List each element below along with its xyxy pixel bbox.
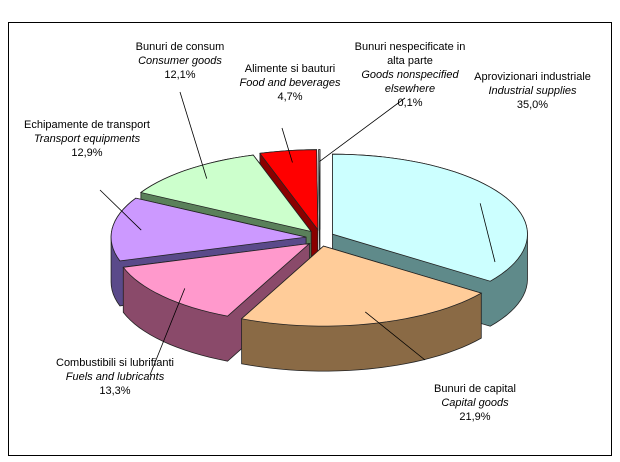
slice-label: Bunuri de capital Capital goods 21,9% (420, 382, 530, 424)
label-ro: Combustibili si lubrifianti (56, 357, 174, 369)
slice (259, 149, 319, 231)
slice (110, 197, 307, 262)
label-ro: Bunuri nespecificate in alta parte (354, 41, 466, 67)
value-label: 0,1% (397, 97, 423, 109)
label-en: Goods nonspecified elsewhere (361, 69, 459, 95)
label-en: Fuels and lubricants (65, 371, 165, 383)
label-ro: Alimente si bauturi (244, 63, 336, 75)
value-label: 21,9% (459, 411, 491, 423)
slice-label: Aprovizionari industriale Industrial supp… (470, 70, 595, 112)
label-en: Industrial supplies (488, 85, 577, 97)
leader-line (479, 203, 496, 263)
slice (332, 153, 528, 282)
label-ro: Bunuri de capital (434, 383, 516, 395)
value-label: 12,9% (71, 147, 103, 159)
label-en: Capital goods (441, 397, 509, 409)
value-label: 12,1% (164, 69, 196, 81)
chart-frame (8, 22, 612, 456)
slice-label: Echipamente de transport Transport equipm… (22, 118, 152, 160)
leader-line (281, 127, 293, 163)
slice-label: Bunuri de consum Consumer goods 12,1% (120, 40, 240, 82)
leader-line (179, 91, 208, 179)
value-label: 35,0% (516, 99, 549, 111)
leader-line (319, 97, 406, 162)
leader-line (99, 189, 142, 231)
label-ro: Echipamente de transport (24, 119, 150, 131)
slice-label: Bunuri nespecificate in alta parte Goods … (345, 40, 475, 110)
slice (318, 149, 321, 230)
slice (240, 245, 483, 327)
slice-label: Combustibili si lubrifianti Fuels and lub… (50, 356, 180, 398)
label-ro: Aprovizionari industriale (474, 71, 591, 83)
label-en: Food and beverages (239, 77, 341, 89)
slice (139, 154, 313, 233)
leader-line (149, 288, 186, 376)
label-en: Consumer goods (138, 55, 222, 67)
label-ro: Bunuri de consum (135, 41, 225, 53)
leader-line (364, 311, 426, 361)
slice (122, 242, 311, 317)
slice-label: Alimente si bauturi Food and beverages 4,7… (225, 62, 355, 104)
value-label: 4,7% (277, 91, 303, 103)
label-en: Transport equipments (33, 133, 141, 145)
value-label: 13,3% (99, 385, 131, 397)
